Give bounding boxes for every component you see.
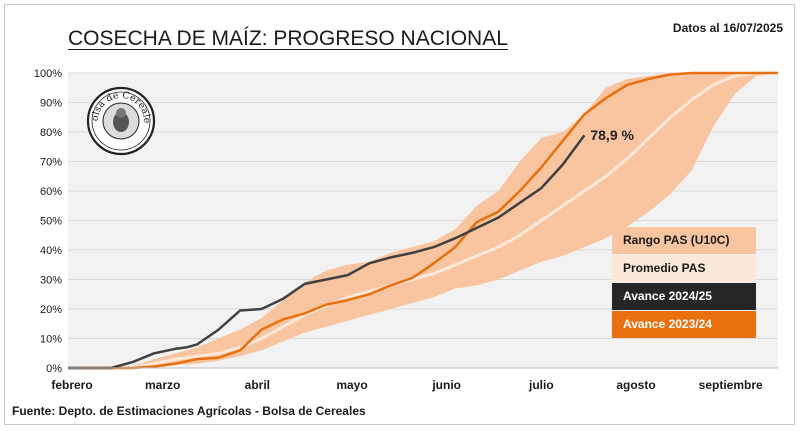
legend-item-avance-2023-24: Avance 2023/24 bbox=[612, 311, 756, 338]
x-tick-label: marzo bbox=[145, 378, 180, 392]
average-line bbox=[68, 71, 778, 370]
legend-item-rango: Rango PAS (U10C) bbox=[612, 227, 756, 254]
current-season-line bbox=[68, 134, 586, 370]
y-tick-label: 20% bbox=[40, 304, 62, 316]
x-tick-label: agosto bbox=[616, 378, 655, 392]
source-note: Fuente: Depto. de Estimaciones Agrícolas… bbox=[12, 404, 366, 418]
y-tick-label: 100% bbox=[34, 68, 62, 80]
range-band bbox=[68, 73, 778, 368]
current-progress-label: 78,9 % bbox=[590, 127, 634, 143]
x-tick-label: abril bbox=[245, 378, 270, 392]
y-tick-label: 60% bbox=[40, 186, 62, 198]
bolsa-de-cereales-logo: Bolsa de Cereales bbox=[86, 86, 156, 156]
y-tick-label: 70% bbox=[40, 157, 62, 169]
legend-label-promedio: Promedio PAS bbox=[623, 261, 706, 275]
legend-label-avance-2023-24: Avance 2023/24 bbox=[623, 317, 712, 331]
x-tick-label: septiembre bbox=[699, 378, 763, 392]
y-tick-label: 30% bbox=[40, 275, 62, 287]
y-tick-label: 90% bbox=[40, 98, 62, 110]
data-date: Datos al 16/07/2025 bbox=[672, 21, 783, 35]
y-tick-label: 0% bbox=[46, 363, 62, 375]
y-tick-label: 80% bbox=[40, 127, 62, 139]
legend-label-rango: Rango PAS (U10C) bbox=[623, 233, 730, 247]
legend-item-avance-2024-25: Avance 2024/25 bbox=[612, 283, 756, 310]
chart-title: COSECHA DE MAÍZ: PROGRESO NACIONAL bbox=[68, 27, 508, 50]
x-tick-label: febrero bbox=[51, 378, 92, 392]
legend-item-promedio: Promedio PAS bbox=[612, 255, 756, 282]
x-tick-label: mayo bbox=[336, 378, 367, 392]
y-tick-label: 50% bbox=[40, 216, 62, 228]
y-tick-label: 40% bbox=[40, 245, 62, 257]
x-tick-label: julio bbox=[528, 378, 554, 392]
legend-label-avance-2024-25: Avance 2024/25 bbox=[623, 289, 712, 303]
previous-season-line bbox=[68, 71, 778, 370]
y-tick-label: 10% bbox=[40, 334, 62, 346]
x-tick-label: junio bbox=[431, 378, 461, 392]
